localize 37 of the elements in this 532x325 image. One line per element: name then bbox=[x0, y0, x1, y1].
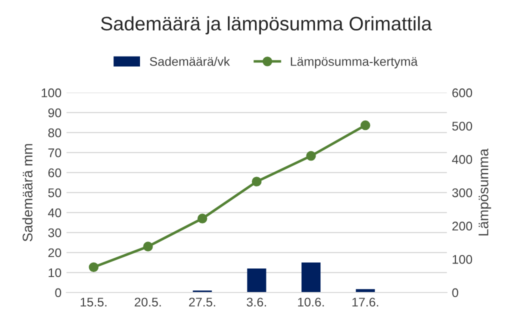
bar bbox=[247, 268, 266, 292]
x-tick-label: 10.6. bbox=[298, 298, 324, 307]
x-tick-label: 20.5. bbox=[134, 298, 161, 307]
y2-axis-title: Lämpösumma bbox=[478, 148, 492, 236]
x-tick-label: 3.6. bbox=[246, 298, 266, 307]
x-tick-label: 27.5. bbox=[189, 298, 216, 307]
y-tick-label: 60 bbox=[48, 168, 62, 178]
legend-label: Sademäärä/vk bbox=[150, 56, 230, 66]
point bbox=[88, 262, 99, 272]
y-tick-label: 80 bbox=[48, 128, 62, 138]
x-tick-label: 15.5. bbox=[80, 298, 106, 307]
point bbox=[252, 176, 262, 186]
y-tick-label: 50 bbox=[48, 188, 62, 198]
y2-tick-label: 0 bbox=[452, 288, 458, 298]
legend-label: Lämpösumma-kertymä bbox=[290, 56, 418, 68]
point bbox=[306, 151, 316, 161]
y2-tick-label: 100 bbox=[452, 254, 472, 264]
point bbox=[143, 242, 153, 252]
x-tick-label: 17.6. bbox=[352, 298, 378, 307]
y-tick-label: 10 bbox=[48, 268, 62, 278]
point bbox=[360, 120, 370, 130]
y2-tick-label: 300 bbox=[452, 188, 472, 198]
bar bbox=[302, 262, 321, 292]
y-tick-label: 30 bbox=[48, 228, 62, 238]
y2-tick-label: 500 bbox=[452, 122, 472, 131]
y2-tick-label: 200 bbox=[452, 222, 472, 231]
y-tick-label: 90 bbox=[48, 108, 62, 118]
y-tick-label: 20 bbox=[48, 248, 62, 258]
chart-title: Sademäärä ja lämpösumma Orimattila bbox=[101, 16, 432, 34]
y-tick-label: 100 bbox=[42, 88, 62, 98]
y-tick-label: 40 bbox=[48, 208, 62, 218]
point bbox=[197, 214, 208, 224]
y-tick-label: 0 bbox=[55, 288, 62, 298]
y2-tick-label: 600 bbox=[452, 88, 472, 98]
y-tick-label: 70 bbox=[48, 148, 62, 158]
y2-tick-label: 400 bbox=[452, 155, 472, 164]
y-axis-title: Sademäärä mm bbox=[22, 144, 32, 242]
